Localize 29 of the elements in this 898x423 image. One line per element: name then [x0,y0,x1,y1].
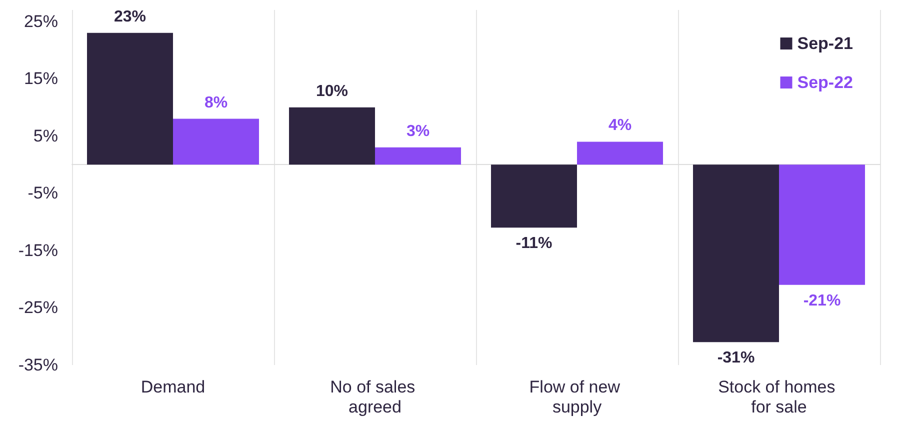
data-label: 10% [316,82,348,100]
bar [173,118,259,165]
data-label: -31% [717,350,755,367]
legend-label: Sep-21 [797,34,853,53]
x-tick-label: Stock of homes for sale [718,378,840,416]
data-label: 8% [204,94,228,112]
data-label: -11% [516,235,552,252]
data-label: 23% [114,8,146,26]
bar [289,107,375,165]
bar [87,32,173,165]
x-tick-label: No of sales agreed [330,378,420,416]
bar [577,142,663,165]
x-tick-label: Flow of new supply [529,378,625,416]
data-label: -21% [803,292,841,310]
y-tick-label: -15% [18,240,58,260]
y-tick-label: 15% [24,69,58,88]
y-tick-label: 25% [24,12,58,31]
y-tick-label: -25% [18,298,58,318]
bar [779,164,865,285]
y-tick-label: -35% [18,356,58,374]
data-label: 3% [406,122,430,140]
x-tick-label: Demand [140,378,206,396]
bar [375,147,461,165]
data-label: 4% [608,117,632,134]
legend-label: Sep-22 [797,73,853,92]
bar [491,164,577,228]
y-tick-label: -5% [28,184,58,203]
y-tick-label: 5% [33,126,58,146]
bar [693,164,779,342]
